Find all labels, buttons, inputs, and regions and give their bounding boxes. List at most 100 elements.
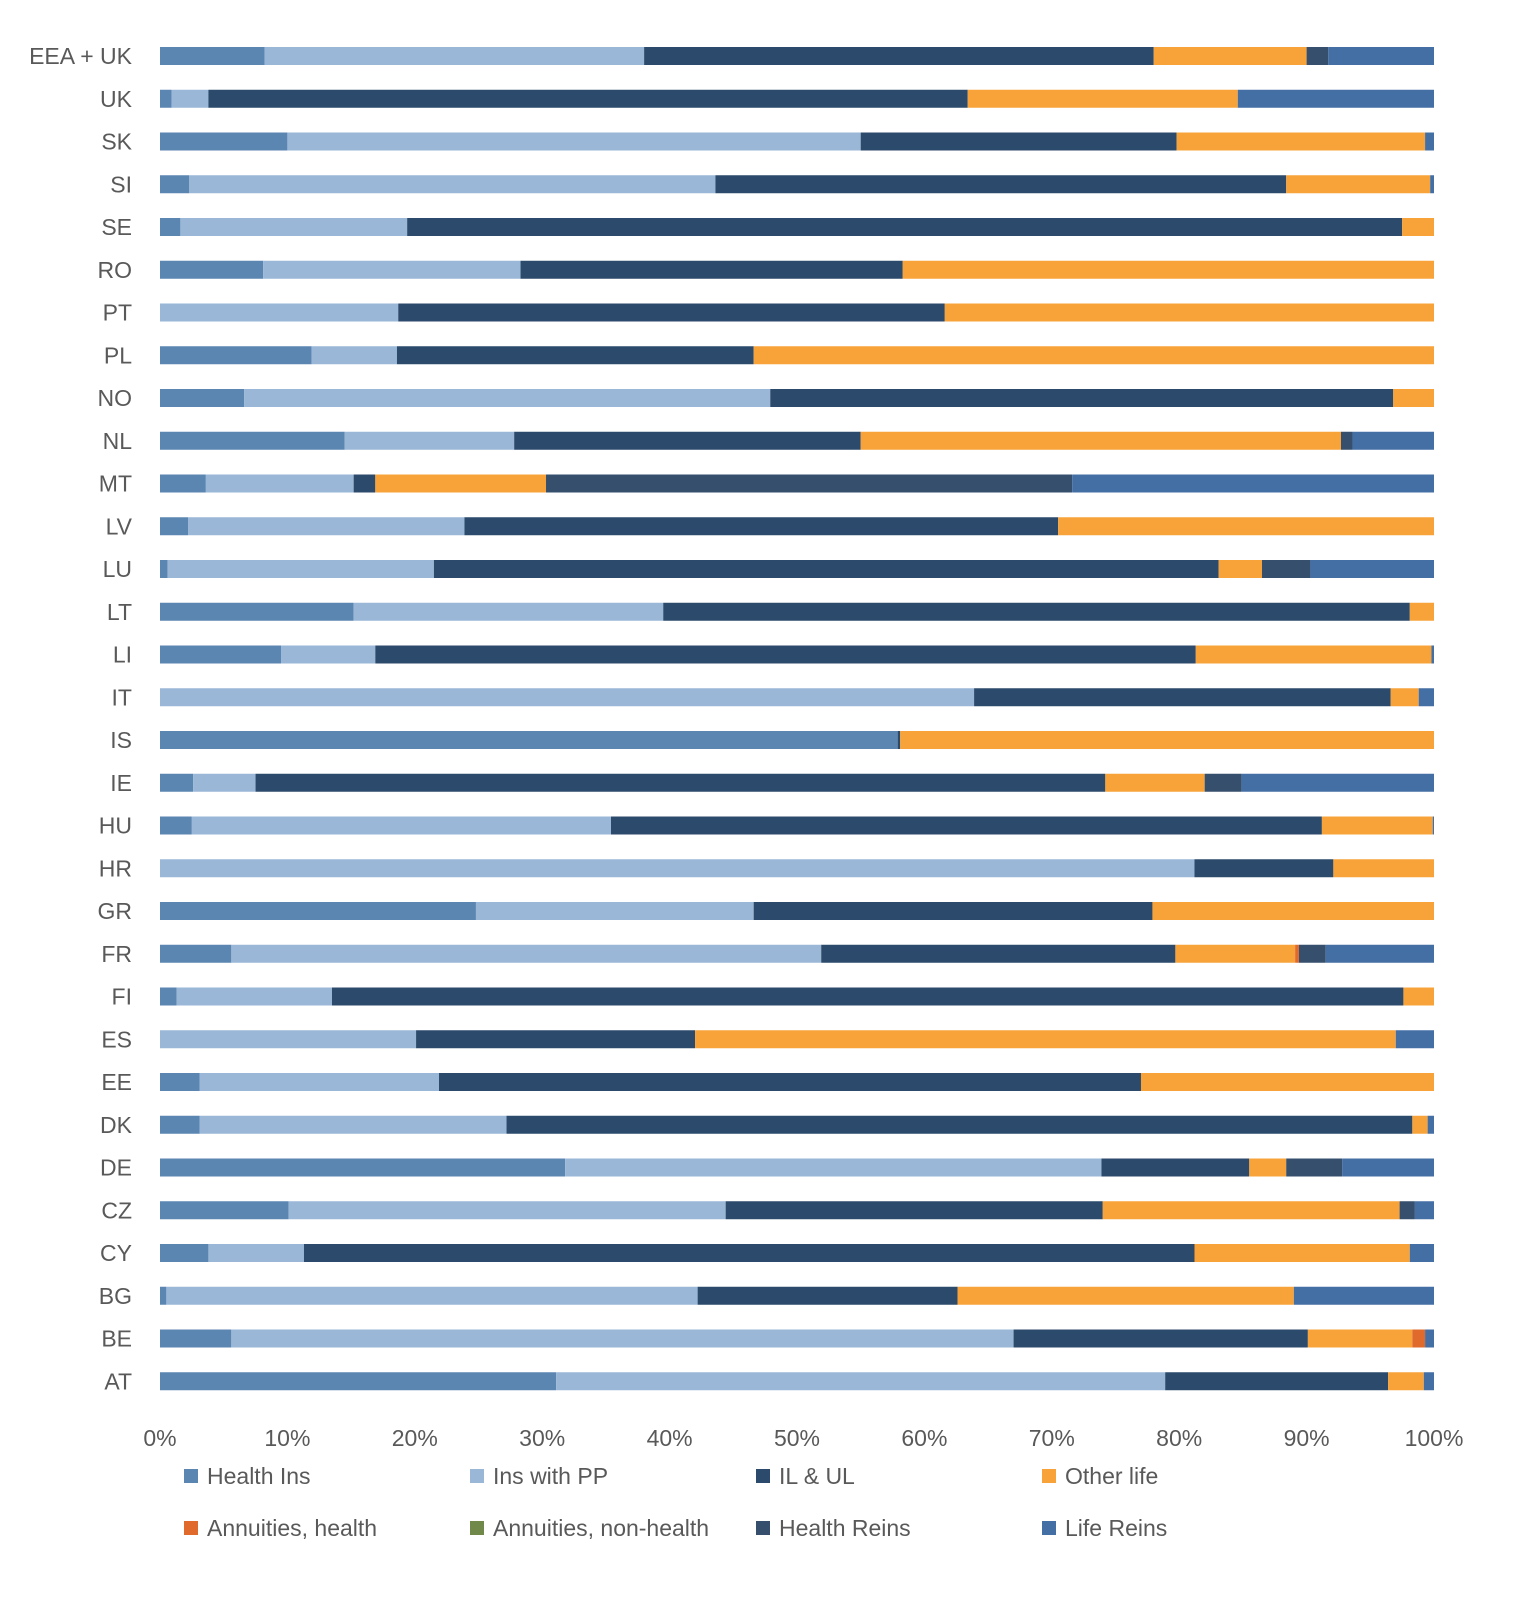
bar-ee-il-ul: [439, 1073, 1141, 1091]
bar-no-health-ins: [160, 389, 245, 407]
bar-fr-life-reins: [1325, 944, 1434, 963]
bar-hr-ins-with-pp: [160, 859, 1195, 878]
bar-ie-health-ins: [160, 773, 194, 792]
bar-bg-il-ul: [697, 1286, 958, 1305]
bar-eea-uk-health-reins: [1306, 47, 1329, 65]
bar-lu-health-ins: [160, 560, 168, 578]
bar-gr-health-ins: [160, 902, 476, 920]
bar-gr-other-life: [1152, 902, 1434, 920]
bar-es-il-ul: [416, 1030, 696, 1049]
bar-pt-other-life: [944, 303, 1434, 322]
bar-fi-other-life: [1403, 987, 1434, 1006]
bar-pl-ins-with-pp: [311, 346, 397, 365]
bar-cz-other-life: [1102, 1201, 1400, 1220]
category-label-se: SE: [101, 214, 132, 240]
category-label-it: IT: [112, 684, 132, 710]
legend-swatch-annuities-health: [184, 1521, 198, 1535]
category-label-es: ES: [101, 1026, 132, 1052]
category-label-mt: MT: [99, 471, 132, 497]
bar-lv-ins-with-pp: [188, 517, 465, 536]
legend-swatch-il-ul: [756, 1469, 770, 1483]
bar-fi-il-ul: [331, 987, 1404, 1006]
x-tick-label-4: 40%: [647, 1425, 693, 1451]
category-label-lv: LV: [106, 513, 133, 539]
bar-hr-other-life: [1333, 859, 1434, 878]
bar-cy-other-life: [1194, 1244, 1410, 1262]
bar-lt-other-life: [1409, 602, 1434, 621]
bar-dk-il-ul: [506, 1115, 1413, 1134]
x-tick-label-5: 50%: [774, 1425, 820, 1451]
category-label-uk: UK: [100, 86, 133, 112]
bar-cy-il-ul: [303, 1244, 1195, 1262]
bar-fr-ins-with-pp: [231, 944, 822, 963]
legend-item-health-reins: Health Reins: [756, 1515, 911, 1541]
bar-ie-ins-with-pp: [193, 773, 256, 792]
bar-pl-other-life: [753, 346, 1434, 365]
bar-de-health-ins: [160, 1158, 566, 1177]
bar-li-life-reins: [1431, 645, 1434, 664]
category-label-lt: LT: [107, 599, 132, 625]
bar-lt-health-ins: [160, 602, 354, 621]
bar-lu-other-life: [1218, 560, 1263, 578]
legend-item-ins-with-pp: Ins with PP: [470, 1463, 608, 1489]
bar-pt-il-ul: [398, 303, 945, 322]
bar-at-il-ul: [1165, 1372, 1389, 1391]
bar-de-life-reins: [1342, 1158, 1434, 1177]
bar-pl-health-ins: [160, 346, 312, 365]
bar-de-il-ul: [1101, 1158, 1250, 1177]
bar-at-health-ins: [160, 1372, 557, 1391]
bar-hu-life-reins: [1432, 816, 1434, 835]
bar-li-other-life: [1195, 645, 1432, 664]
bar-lv-other-life: [1058, 517, 1434, 536]
bar-nl-ins-with-pp: [344, 431, 515, 450]
legend-swatch-other-life: [1042, 1469, 1056, 1483]
bar-uk-health-ins: [160, 89, 172, 108]
bar-lt-il-ul: [663, 602, 1410, 621]
bar-si-ins-with-pp: [189, 175, 716, 194]
bar-de-health-reins: [1286, 1158, 1343, 1177]
bar-dk-life-reins: [1427, 1115, 1434, 1134]
category-label-li: LI: [113, 642, 132, 668]
bar-nl-life-reins: [1352, 431, 1434, 450]
x-tick-label-0: 0%: [143, 1425, 176, 1451]
bar-mt-health-ins: [160, 474, 206, 493]
bar-sk-il-ul: [860, 132, 1177, 151]
bar-ro-il-ul: [520, 260, 903, 279]
bar-se-health-ins: [160, 218, 181, 236]
bar-it-il-ul: [974, 688, 1391, 707]
legend-swatch-health-reins: [756, 1521, 770, 1535]
category-label-be: BE: [101, 1326, 132, 1352]
legend-label-annuities-health: Annuities, health: [207, 1515, 377, 1541]
bar-cy-ins-with-pp: [208, 1244, 304, 1262]
bar-lv-health-ins: [160, 517, 189, 536]
bar-cy-life-reins: [1409, 1244, 1434, 1262]
legend-swatch-health-ins: [184, 1469, 198, 1483]
legend-label-annuities-non-health: Annuities, non-health: [493, 1515, 709, 1541]
bar-bg-life-reins: [1293, 1286, 1434, 1305]
category-label-dk: DK: [100, 1112, 133, 1138]
bar-eea-uk-il-ul: [644, 47, 1154, 65]
bar-cy-health-ins: [160, 1244, 209, 1262]
bar-dk-ins-with-pp: [199, 1115, 507, 1134]
bar-si-other-life: [1286, 175, 1431, 194]
legend-item-annuities-health: Annuities, health: [184, 1515, 377, 1541]
x-tick-label-9: 90%: [1284, 1425, 1330, 1451]
legend: Health Ins Ins with PP IL & UL Other life An…: [184, 1463, 1167, 1541]
bar-se-ins-with-pp: [180, 218, 408, 236]
bar-ie-il-ul: [255, 773, 1106, 792]
category-label-no: NO: [98, 385, 133, 411]
x-tick-label-2: 20%: [392, 1425, 438, 1451]
bar-fr-health-ins: [160, 944, 232, 963]
bar-lu-il-ul: [433, 560, 1219, 578]
category-label-si: SI: [110, 171, 132, 197]
bar-hu-health-ins: [160, 816, 192, 835]
bar-be-life-reins: [1425, 1329, 1434, 1348]
category-label-gr: GR: [98, 898, 133, 924]
x-axis-ticks: 0% 10% 20% 30% 40% 50% 60% 70% 80% 90% 100%: [143, 1425, 1463, 1451]
category-label-ie: IE: [110, 770, 132, 796]
bar-uk-other-life: [967, 89, 1238, 108]
bar-lu-life-reins: [1310, 560, 1434, 578]
bar-fi-ins-with-pp: [176, 987, 332, 1006]
bar-is-health-ins: [160, 731, 898, 749]
